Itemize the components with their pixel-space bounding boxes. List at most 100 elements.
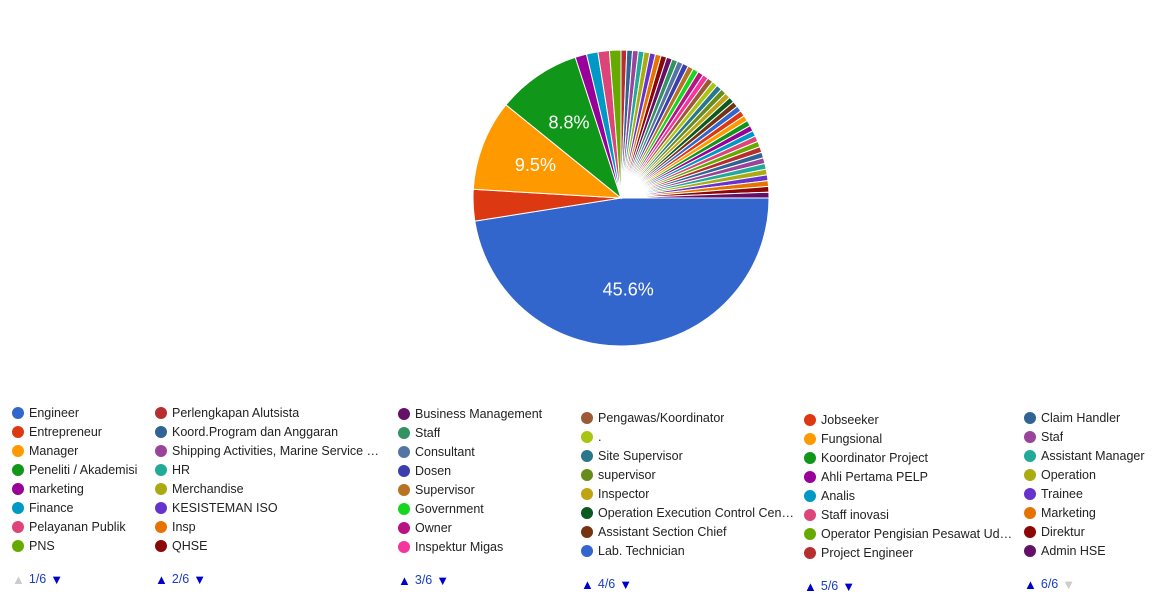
pie-slice-label-3: 9.5% bbox=[515, 155, 556, 175]
legend-item[interactable]: Staff bbox=[398, 423, 573, 442]
legend-item[interactable]: Assistant Section Chief bbox=[581, 522, 796, 541]
next-page-arrow-icon[interactable]: ▼ bbox=[842, 578, 856, 594]
next-page-arrow-icon[interactable]: ▼ bbox=[619, 576, 633, 592]
legend-item[interactable]: Inspektur Migas bbox=[398, 537, 573, 556]
legend-swatch bbox=[12, 425, 24, 438]
prev-page-arrow-icon[interactable]: ▲ bbox=[1024, 576, 1037, 592]
legend-item[interactable]: Admin HSE bbox=[1024, 541, 1158, 560]
pie-chart: 45.6% 9.5% 8.8% bbox=[472, 49, 770, 347]
legend-label: Analis bbox=[821, 488, 856, 503]
legend-pager: ▲ 4/6 ▼ bbox=[581, 577, 632, 591]
legend-item[interactable]: Inspector bbox=[581, 484, 796, 503]
legend-item[interactable]: Lab. Technician bbox=[581, 541, 796, 560]
legend-label: . bbox=[598, 429, 602, 444]
legend-item[interactable]: Owner bbox=[398, 518, 573, 537]
pie-slice-1[interactable] bbox=[474, 197, 770, 347]
prev-page-arrow-icon[interactable]: ▲ bbox=[581, 576, 594, 592]
legend-item[interactable]: marketing bbox=[12, 479, 147, 498]
legend-item[interactable]: Consultant bbox=[398, 442, 573, 461]
legend-label: HR bbox=[172, 462, 191, 477]
legend-label: Finance bbox=[29, 500, 74, 515]
legend-item[interactable]: Koord.Program dan Anggaran bbox=[155, 422, 385, 441]
legend-item[interactable]: Merchandise bbox=[155, 479, 385, 498]
legend-swatch bbox=[398, 540, 410, 553]
page-indicator: 4/6 bbox=[597, 577, 616, 591]
legend-item[interactable]: KESISTEMAN ISO bbox=[155, 498, 385, 517]
legend-label: Pelayanan Publik bbox=[29, 519, 126, 534]
legend-pager: ▲ 5/6 ▼ bbox=[804, 579, 855, 593]
next-page-arrow-icon[interactable]: ▼ bbox=[50, 571, 64, 587]
legend-item[interactable]: Site Supervisor bbox=[581, 446, 796, 465]
legend-item[interactable]: Koordinator Project bbox=[804, 448, 1014, 467]
legend-item[interactable]: Ahli Pertama PELP bbox=[804, 467, 1014, 486]
legend-swatch bbox=[155, 425, 167, 438]
legend-label: PNS bbox=[29, 538, 55, 553]
legend-column-4: Pengawas/Koordinator. Site Supervisor supe… bbox=[581, 408, 796, 560]
legend-label: Direktur bbox=[1041, 524, 1085, 539]
pie-slice-3[interactable] bbox=[472, 104, 623, 199]
legend-item[interactable]: Operation bbox=[1024, 465, 1158, 484]
legend-item[interactable]: QHSE bbox=[155, 536, 385, 555]
legend-item[interactable]: Marketing bbox=[1024, 503, 1158, 522]
legend-column-6: Claim Handler Staf Assistant Manager Operat… bbox=[1024, 408, 1158, 560]
legend-item[interactable]: Entrepreneur bbox=[12, 422, 147, 441]
legend-label: Consultant bbox=[415, 444, 475, 459]
legend-item[interactable]: Jobseeker bbox=[804, 410, 1014, 429]
legend-label: Dosen bbox=[415, 463, 452, 478]
legend-item[interactable]: Government bbox=[398, 499, 573, 518]
legend-item[interactable]: Trainee bbox=[1024, 484, 1158, 503]
legend-item[interactable]: Pelayanan Publik bbox=[12, 517, 147, 536]
prev-page-arrow-icon[interactable]: ▲ bbox=[398, 572, 411, 588]
legend-swatch bbox=[1024, 411, 1036, 424]
legend-item[interactable]: supervisor bbox=[581, 465, 796, 484]
prev-page-arrow-icon[interactable]: ▲ bbox=[155, 571, 168, 587]
legend-item[interactable]: Operation Execution Control Center bbox=[581, 503, 796, 522]
prev-page-arrow-icon: ▲ bbox=[12, 571, 25, 587]
legend-item[interactable]: Finance bbox=[12, 498, 147, 517]
legend-swatch bbox=[155, 520, 167, 533]
legend-item[interactable]: PNS bbox=[12, 536, 147, 555]
legend-item[interactable]: Pengawas/Koordinator bbox=[581, 408, 796, 427]
legend-swatch bbox=[1024, 449, 1036, 462]
legend-label: Manager bbox=[29, 443, 79, 458]
legend-label: Inspektur Migas bbox=[415, 539, 504, 554]
legend-item[interactable]: Dosen bbox=[398, 461, 573, 480]
legend-column-1: Engineer Entrepreneur Manager Peneliti / Ak… bbox=[12, 403, 147, 555]
legend-item[interactable]: Perlengkapan Alutsista bbox=[155, 403, 385, 422]
legend-item[interactable]: Analis bbox=[804, 486, 1014, 505]
legend-item[interactable]: Fungsional bbox=[804, 429, 1014, 448]
legend-item[interactable]: Supervisor bbox=[398, 480, 573, 499]
legend-swatch bbox=[155, 444, 167, 457]
legend-swatch bbox=[804, 470, 816, 483]
legend-item[interactable]: Claim Handler bbox=[1024, 408, 1158, 427]
legend-item[interactable]: Peneliti / Akademisi bbox=[12, 460, 147, 479]
legend-item[interactable]: Business Management bbox=[398, 404, 573, 423]
legend-swatch bbox=[1024, 468, 1036, 481]
legend-item[interactable]: . bbox=[581, 427, 796, 446]
next-page-arrow-icon[interactable]: ▼ bbox=[193, 571, 207, 587]
legend-item[interactable]: Assistant Manager bbox=[1024, 446, 1158, 465]
legend-label: Peneliti / Akademisi bbox=[29, 462, 138, 477]
legend-item[interactable]: Project Engineer bbox=[804, 543, 1014, 562]
legend-item[interactable]: Engineer bbox=[12, 403, 147, 422]
legend-label: Shipping Activities, Marine Service &... bbox=[172, 443, 385, 458]
legend-item[interactable]: HR bbox=[155, 460, 385, 479]
legend-item[interactable]: Manager bbox=[12, 441, 147, 460]
legend-label: Ahli Pertama PELP bbox=[821, 469, 928, 484]
next-page-arrow-icon[interactable]: ▼ bbox=[436, 572, 450, 588]
legend-item[interactable]: Shipping Activities, Marine Service &... bbox=[155, 441, 385, 460]
page-indicator: 5/6 bbox=[820, 579, 839, 593]
legend-label: Perlengkapan Alutsista bbox=[172, 405, 300, 420]
legend-swatch bbox=[155, 539, 167, 552]
legend-item[interactable]: Insp bbox=[155, 517, 385, 536]
legend-item[interactable]: Staff inovasi bbox=[804, 505, 1014, 524]
legend-swatch bbox=[155, 501, 167, 514]
prev-page-arrow-icon[interactable]: ▲ bbox=[804, 578, 817, 594]
pie-slice-48[interactable] bbox=[620, 191, 770, 199]
legend-item[interactable]: Operator Pengisian Pesawat Udara bbox=[804, 524, 1014, 543]
legend-label: marketing bbox=[29, 481, 84, 496]
pie-slice-4[interactable] bbox=[505, 56, 622, 200]
legend-item[interactable]: Staf bbox=[1024, 427, 1158, 446]
legend-swatch bbox=[581, 506, 593, 519]
legend-item[interactable]: Direktur bbox=[1024, 522, 1158, 541]
